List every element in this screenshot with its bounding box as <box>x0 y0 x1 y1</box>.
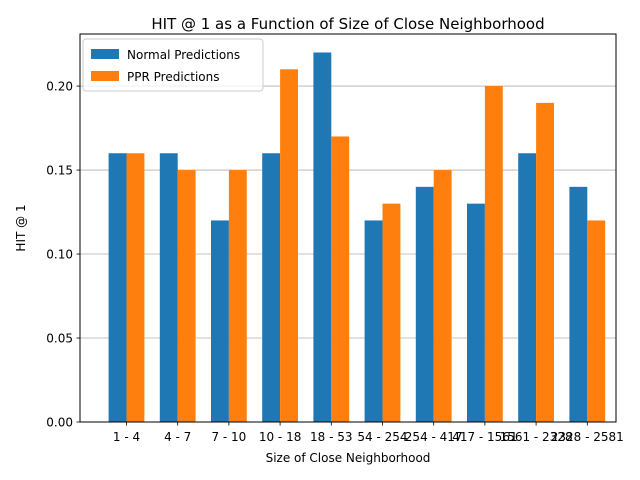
x-tick-label: 18 - 53 <box>310 430 353 444</box>
bar-normal <box>159 153 178 422</box>
legend-swatch <box>91 71 119 81</box>
plot-frame <box>79 33 617 423</box>
bar-normal <box>569 186 588 422</box>
bar-ppr <box>228 170 247 422</box>
bar-ppr <box>331 136 350 423</box>
x-axis-ticks: 1 - 4 4 - 7 7 - 10 10 - 18 18 - 53 54 - 25425… <box>113 422 624 444</box>
bars <box>108 52 606 423</box>
y-tick-label: 0.05 <box>46 331 73 345</box>
legend-entry-label: PPR Predictions <box>127 70 220 84</box>
bar-ppr <box>484 86 503 422</box>
bar-normal <box>415 186 434 422</box>
y-tick-label: 0.00 <box>46 415 73 429</box>
bar-normal <box>518 153 537 422</box>
bar-ppr <box>177 170 196 422</box>
chart-title: HIT @ 1 as a Function of Size of Close N… <box>151 15 544 33</box>
y-axis-label: HIT @ 1 <box>14 204 28 251</box>
x-tick-label: 417 - 1561 <box>452 430 517 444</box>
bar-normal <box>211 220 229 422</box>
y-tick-label: 0.15 <box>46 163 73 177</box>
bar-ppr <box>280 69 298 422</box>
bar-normal <box>108 153 127 422</box>
bar-normal <box>262 153 281 422</box>
x-tick-label: 4 - 7 <box>164 430 191 444</box>
legend-entry-label: Normal Predictions <box>127 48 240 62</box>
bar-ppr <box>433 170 452 422</box>
bar-normal <box>364 220 383 422</box>
bar-ppr <box>126 153 145 422</box>
x-tick-label: 1 - 4 <box>113 430 140 444</box>
x-tick-label: 2328 - 2581 <box>551 430 624 444</box>
y-tick-label: 0.10 <box>46 247 73 261</box>
x-tick-label: 10 - 18 <box>259 430 302 444</box>
x-tick-label: 254 - 417 <box>405 430 463 444</box>
bar-normal <box>313 52 332 422</box>
bar-ppr <box>536 102 554 423</box>
y-axis-ticks: 0.00 0.05 0.10 0.15 0.20 <box>46 79 80 429</box>
legend: Normal Predictions PPR Predictions <box>82 38 264 92</box>
x-tick-label: 54 - 254 <box>357 430 407 444</box>
x-axis-label: Size of Close Neighborhood <box>266 451 431 465</box>
bar-ppr <box>382 203 401 422</box>
bar-ppr <box>587 220 606 422</box>
x-tick-label: 7 - 10 <box>211 430 246 444</box>
bar-normal <box>467 203 485 422</box>
legend-swatch <box>91 49 119 59</box>
legend-box <box>82 38 264 92</box>
x-tick-label: 1561 - 2328 <box>500 430 573 444</box>
y-tick-label: 0.20 <box>46 79 73 93</box>
